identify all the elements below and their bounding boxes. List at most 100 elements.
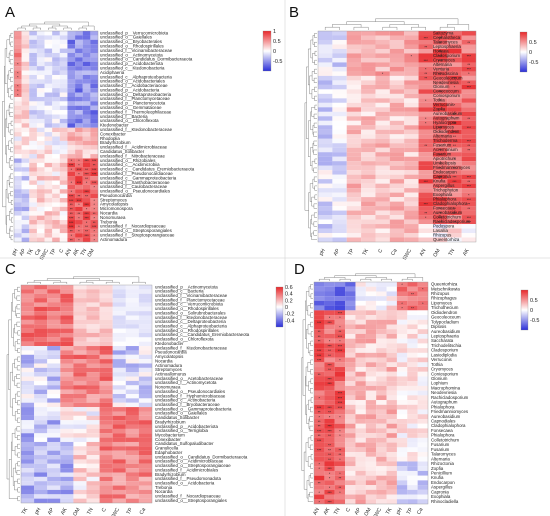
- row-label: Aspergillus: [431, 485, 453, 490]
- heatmap-cell: [396, 418, 408, 424]
- row-dendrogram: [307, 324, 312, 335]
- significance-mark: **: [467, 207, 470, 211]
- row-label: Fusarium: [433, 152, 452, 157]
- significance-mark: *: [318, 467, 320, 471]
- heatmap-cell: [345, 329, 356, 335]
- heatmap-cell: [375, 228, 390, 234]
- row-dendrogram: [305, 442, 309, 462]
- heatmap-cell: [332, 233, 347, 238]
- heatmap-cell: [52, 149, 60, 155]
- heatmap-cell: [418, 152, 433, 157]
- heatmap-cell: [90, 233, 99, 238]
- significance-mark: **: [467, 202, 470, 206]
- heatmap-cell: [346, 66, 362, 72]
- heatmap-cell: [60, 407, 74, 412]
- heatmap-cell: [314, 291, 325, 297]
- row-label: Cladophialophora: [431, 423, 466, 428]
- heatmap-cell: [14, 184, 22, 190]
- row-label: Autographum: [431, 400, 458, 405]
- heatmap-cell: [82, 228, 91, 234]
- heatmap-cell: [417, 367, 429, 372]
- column-label: TN: [86, 507, 95, 516]
- heatmap-cell: [396, 452, 408, 457]
- heatmap-cell: [82, 202, 91, 207]
- heatmap-cell: [67, 145, 76, 150]
- heatmap-cell: [60, 441, 74, 447]
- heatmap-cell: [432, 228, 448, 234]
- heatmap-cell: [386, 362, 397, 368]
- heatmap-cell: [82, 220, 91, 225]
- heatmap-cell: [365, 466, 377, 471]
- row-label: Alternaria: [433, 62, 452, 67]
- heatmap-cell: [345, 456, 356, 462]
- heatmap-cell: [21, 302, 35, 307]
- row-label: Penicillium: [431, 470, 452, 475]
- heatmap-cell: [314, 376, 325, 382]
- heatmap-cell: [125, 315, 139, 320]
- heatmap-cell: [14, 118, 22, 124]
- heatmap-cell: [73, 363, 87, 368]
- heatmap-cell: [52, 224, 60, 229]
- heatmap-cell: [14, 101, 22, 106]
- heatmap-cell: [14, 83, 22, 89]
- heatmap-cell: [112, 463, 126, 469]
- heatmap-cell: [75, 114, 83, 119]
- heatmap-cell: [389, 219, 405, 225]
- heatmap-cell: [324, 385, 335, 391]
- heatmap-cell: [29, 123, 37, 128]
- row-label: Coniosporium: [433, 93, 460, 98]
- heatmap-cell: [112, 367, 126, 373]
- heatmap-cell: [75, 149, 83, 155]
- heatmap-cell: [67, 237, 76, 243]
- heatmap-cell: [314, 362, 325, 368]
- heatmap-cell: [138, 354, 153, 360]
- heatmap-cell: [52, 83, 60, 89]
- heatmap-cell: [86, 324, 100, 329]
- heatmap-cell: [447, 31, 462, 36]
- heatmap-cell: [29, 149, 37, 155]
- heatmap-cell: [36, 162, 45, 168]
- heatmap-cell: [21, 468, 35, 473]
- row-label: Rhizopus: [431, 291, 450, 296]
- heatmap-cell: [332, 228, 347, 234]
- heatmap-cell: [324, 480, 335, 486]
- heatmap-cell: [346, 57, 362, 63]
- column-dendrogram: [63, 27, 72, 30]
- row-label: Friedmanniomyces: [433, 165, 471, 170]
- heatmap-cell: [389, 89, 405, 94]
- heatmap-cell: [59, 176, 68, 181]
- heatmap-cell: [345, 286, 356, 292]
- heatmap-cell: [29, 233, 37, 238]
- row-label: Rhinocladiella: [431, 499, 459, 504]
- row-dendrogram: [10, 200, 13, 205]
- row-label: Cladosporium: [431, 348, 458, 353]
- heatmap-cell: [21, 411, 35, 416]
- significance-mark: *: [422, 302, 424, 306]
- significance-mark: *: [17, 76, 19, 80]
- row-dendrogram: [309, 416, 313, 422]
- heatmap-cell: [29, 114, 37, 119]
- heatmap-cell: [355, 428, 366, 434]
- heatmap-cell: [36, 88, 45, 93]
- heatmap-cell: [99, 289, 113, 294]
- heatmap-cell: [21, 437, 35, 443]
- heatmap-cell: [314, 470, 325, 476]
- heatmap-cell: [73, 324, 87, 329]
- column-labels: pH AP TP TK C Ca SWC AN OM TN AK: [318, 248, 470, 262]
- heatmap-cell: [346, 53, 362, 58]
- heatmap-cell: [386, 456, 397, 462]
- heatmap-border: [317, 30, 477, 243]
- heatmap-cell: [47, 359, 61, 364]
- heatmap-cell: [355, 348, 366, 353]
- heatmap-cell: [417, 499, 429, 505]
- heatmap-cell: [60, 389, 74, 395]
- column-dendrogram: [365, 277, 387, 280]
- heatmap-cell: [432, 237, 448, 243]
- heatmap-cell: [44, 57, 53, 62]
- heatmap-cell: [21, 233, 30, 238]
- significance-mark: **: [339, 477, 342, 481]
- heatmap-cell: [318, 31, 333, 36]
- column-dendrogram: [355, 273, 416, 278]
- heatmap-cell: [112, 428, 126, 434]
